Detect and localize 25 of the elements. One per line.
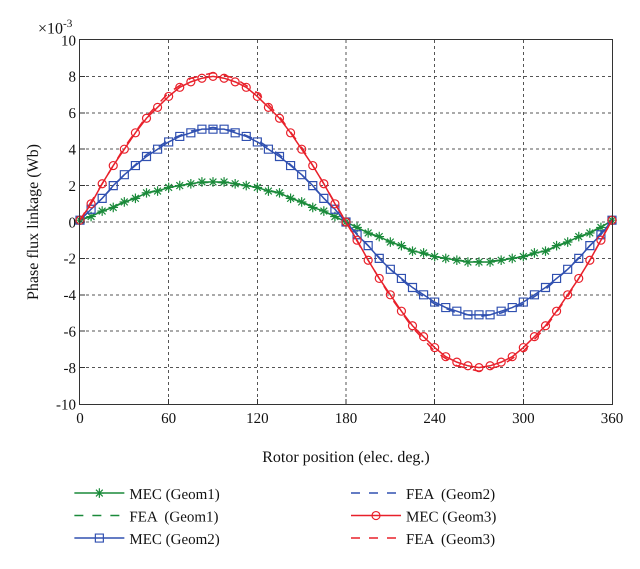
x-tick-label: 120 bbox=[246, 411, 269, 427]
y-tick-label: -2 bbox=[64, 252, 76, 268]
legend-label: FEA (Geom3) bbox=[406, 532, 496, 548]
x-tick-label: 240 bbox=[423, 411, 446, 427]
legend-label: FEA (Geom2) bbox=[406, 486, 496, 503]
x-tick-label: 60 bbox=[161, 411, 176, 427]
x-axis-title: Rotor position (elec. deg.) bbox=[262, 449, 430, 466]
y-tick-label: 8 bbox=[68, 70, 76, 86]
y-axis-title: Phase flux linkage (Wb) bbox=[25, 144, 42, 300]
x-tick-label: 360 bbox=[600, 411, 624, 427]
x-tick-label: 180 bbox=[334, 411, 358, 427]
y-tick-label: 10 bbox=[61, 33, 76, 50]
y-tick-label: 2 bbox=[68, 178, 76, 195]
legend-label: MEC (Geom1) bbox=[129, 486, 220, 503]
y-tick-label: 6 bbox=[68, 106, 76, 122]
y-tick-label: -4 bbox=[64, 288, 76, 304]
y-tick-label: -8 bbox=[64, 360, 76, 377]
y-tick-label: -10 bbox=[56, 397, 76, 414]
x-tick-label: 300 bbox=[512, 411, 535, 427]
legend-label: FEA (Geom1) bbox=[129, 509, 219, 526]
y-tick-label: 4 bbox=[68, 142, 76, 158]
y-tick-label: -6 bbox=[64, 324, 76, 340]
legend-label: MEC (Geom2) bbox=[129, 532, 220, 548]
y-tick-label: 0 bbox=[68, 215, 76, 232]
legend-label: MEC (Geom3) bbox=[406, 509, 496, 526]
